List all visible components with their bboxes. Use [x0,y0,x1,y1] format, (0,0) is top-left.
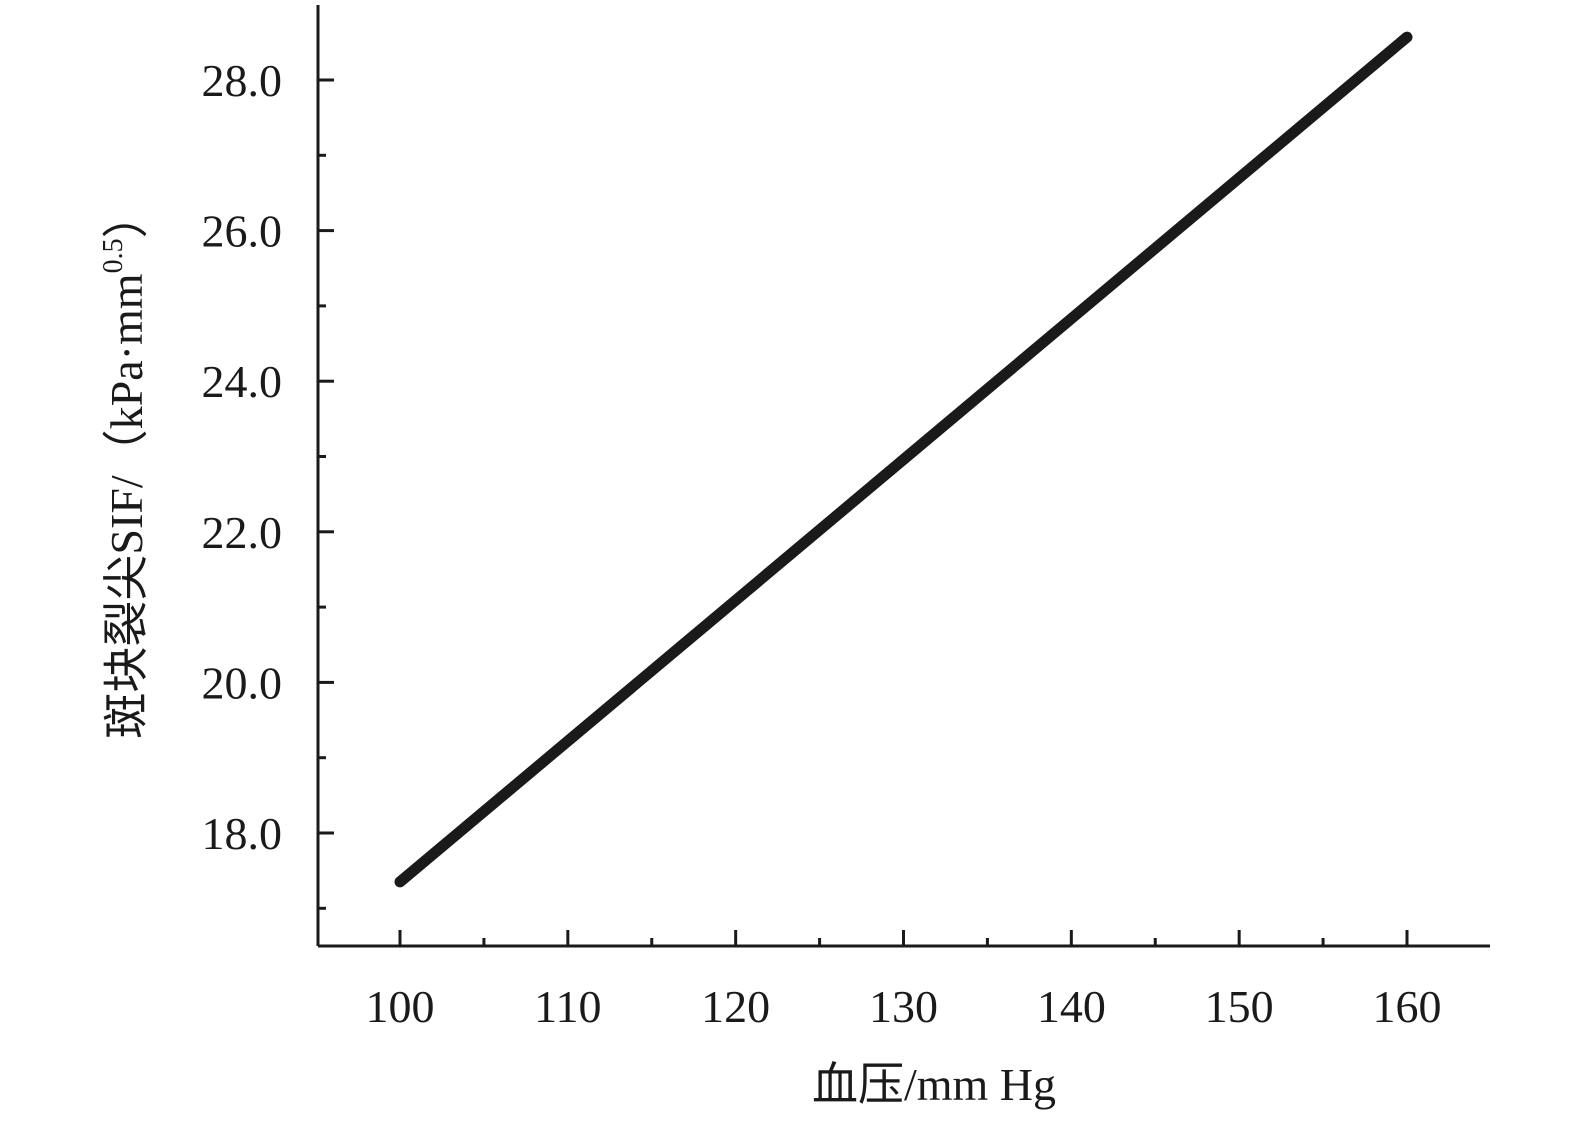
y-axis-title: 斑块裂尖SIF/（kPa·mm0.5） [98,192,152,738]
x-tick-label: 100 [366,981,435,1032]
y-axis-title-close: ） [101,192,152,238]
y-tick-label: 26.0 [202,206,283,257]
x-tick-label: 150 [1205,981,1274,1032]
ticks: 100 110 120 130 140 150 160 18.0 20.0 22.0 24.0 26.… [202,55,1442,1032]
x-tick-label: 120 [701,981,770,1032]
y-axis-title-main: 斑块裂尖SIF/（kPa·mm [101,273,152,738]
series-layer [394,31,1413,888]
y-tick-label: 22.0 [202,507,283,558]
x-axis-title: 血压/mm Hg [812,1059,1056,1110]
y-axis-title-exponent: 0.5 [98,238,129,273]
series-line [394,31,1413,888]
y-tick-label: 20.0 [202,657,283,708]
x-tick-label: 140 [1037,981,1106,1032]
x-tick-label: 110 [534,981,601,1032]
x-tick-label: 130 [869,981,938,1032]
y-tick-label: 28.0 [202,55,283,106]
y-tick-label: 24.0 [202,356,283,407]
y-tick-label: 18.0 [202,808,283,859]
x-tick-label: 160 [1373,981,1442,1032]
